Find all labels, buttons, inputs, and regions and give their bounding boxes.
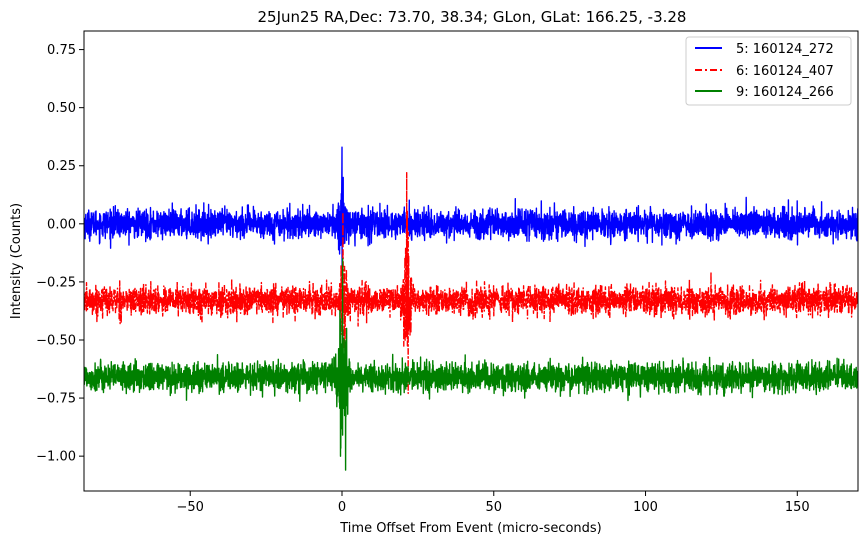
- legend-box: [685, 36, 852, 106]
- x-axis-label: Time Offset From Event (micro-seconds): [339, 521, 602, 536]
- y-axis-ticks: 0.75 0.50 0.25 0.00 −0.25 −0.50 −0.75 −1.00: [36, 43, 84, 465]
- x-axis-ticks: −50 0 50 100 150: [177, 491, 810, 515]
- x-tick-label: 150: [785, 500, 810, 515]
- y-axis-label: Intensity (Counts): [9, 203, 24, 319]
- series-line-3: [84, 258, 858, 471]
- plot-lines: [84, 146, 858, 471]
- y-tick-label: −0.25: [36, 275, 76, 290]
- chart-title: 25Jun25 RA,Dec: 73.70, 38.34; GLon, GLat…: [258, 8, 687, 26]
- x-tick-label: 100: [633, 500, 658, 515]
- plot-frame: [83, 30, 859, 492]
- y-tick-label: −0.50: [36, 333, 76, 348]
- legend: 5: 160124_272 6: 160124_407 9: 160124_26…: [685, 36, 852, 106]
- y-tick-label: −0.75: [36, 392, 76, 407]
- x-tick-label: 0: [338, 500, 346, 515]
- y-tick-label: 0.00: [47, 217, 76, 232]
- legend-label-series-2: 6: 160124_407: [736, 64, 834, 79]
- series-line-1: [84, 146, 858, 277]
- y-tick-label: 0.50: [47, 101, 76, 116]
- x-tick-label: −50: [177, 500, 204, 515]
- y-tick-label: −1.00: [36, 450, 76, 465]
- y-tick-label: 0.25: [47, 159, 76, 174]
- x-tick-label: 50: [485, 500, 502, 515]
- legend-label-series-1: 5: 160124_272: [736, 42, 834, 57]
- y-tick-label: 0.75: [47, 43, 76, 58]
- legend-label-series-3: 9: 160124_266: [736, 85, 834, 100]
- series-line-2: [84, 172, 858, 395]
